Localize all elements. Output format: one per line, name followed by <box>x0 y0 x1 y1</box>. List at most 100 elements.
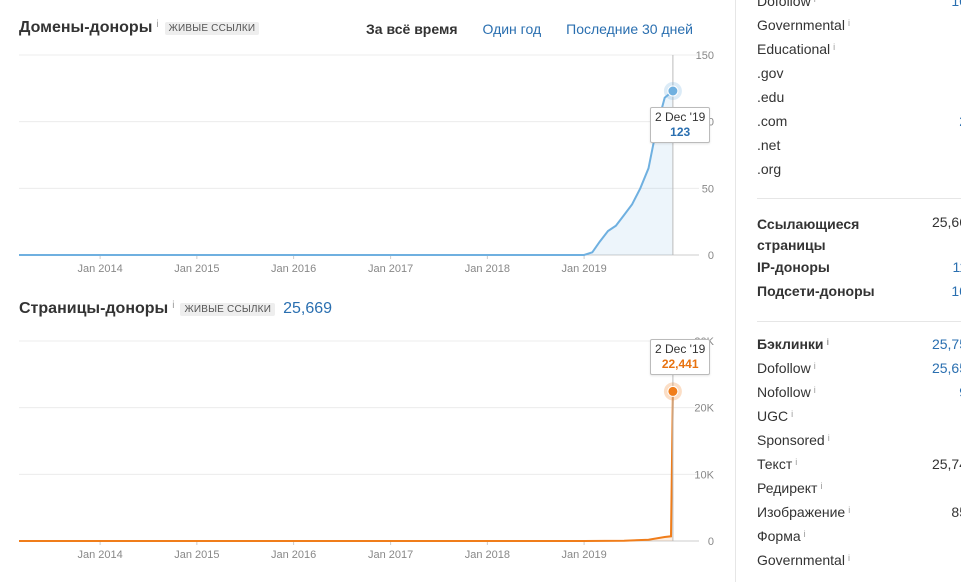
section-divider <box>757 321 961 322</box>
metric-value[interactable]: 2 <box>959 113 961 129</box>
metric-value: 85 <box>951 504 961 520</box>
y-tick-label: 0 <box>708 536 714 548</box>
info-icon[interactable]: i <box>795 457 798 467</box>
metric-row: UGC i <box>757 408 961 430</box>
referring-pages-tooltip: 2 Dec '19 22,441 <box>650 339 711 375</box>
metric-label: .com <box>757 113 788 129</box>
tab-one-year[interactable]: Один год <box>482 21 542 37</box>
info-icon[interactable]: i <box>826 337 830 347</box>
info-icon[interactable]: i <box>813 385 816 395</box>
metric-row: Educational i <box>757 41 961 63</box>
info-icon[interactable]: i <box>833 42 836 52</box>
metric-label: IP-доноры <box>757 259 830 275</box>
x-tick-label: Jan 2017 <box>368 263 413 275</box>
highlight-point[interactable] <box>667 85 679 97</box>
metric-value[interactable]: 11 <box>952 259 961 275</box>
referring-pages-title: Страницы-доноры <box>19 300 169 317</box>
x-tick-label: Jan 2019 <box>561 549 606 561</box>
x-tick-label: Jan 2014 <box>77 263 122 275</box>
metric-row-ip: IP-доноры 11 <box>757 259 961 281</box>
metric-label: Dofollow <box>757 360 811 376</box>
tooltip-value: 22,441 <box>661 357 699 371</box>
info-icon[interactable]: i <box>172 299 175 311</box>
x-tick-label: Jan 2015 <box>174 549 219 561</box>
tooltip-date: 2 Dec '19 <box>655 342 706 356</box>
metric-value[interactable]: 25,75 <box>931 336 961 352</box>
metric-row: .com 2 <box>757 113 961 135</box>
x-tick-label: Jan 2017 <box>368 549 413 561</box>
y-tick-label: 20K <box>694 403 714 415</box>
info-icon[interactable]: i <box>803 529 806 539</box>
live-links-badge: ЖИВЫЕ ССЫЛКИ <box>180 302 276 316</box>
info-icon[interactable]: i <box>848 505 851 515</box>
metric-label: .net <box>757 137 781 153</box>
metric-row: Governmental i <box>757 552 961 574</box>
tab-last-30-days[interactable]: Последние 30 дней <box>566 21 693 37</box>
series-area <box>19 91 673 255</box>
info-icon[interactable]: i <box>814 0 816 4</box>
section-divider <box>757 198 961 199</box>
x-tick-label: Jan 2014 <box>77 549 122 561</box>
metric-label: Sponsored <box>757 432 825 448</box>
metric-label: Dofollow <box>757 0 811 9</box>
referring-domains-title: Домены-доноры <box>19 19 153 36</box>
metric-value[interactable]: 10 <box>951 0 961 9</box>
info-icon[interactable]: i <box>847 553 850 563</box>
metric-row-referring-pages: Ссылающиеся страницы 25,66 <box>757 214 961 258</box>
metric-row-subnets: Подсети-доноры 10 <box>757 283 961 305</box>
metric-value[interactable]: 10 <box>951 283 961 299</box>
y-tick-label: 150 <box>696 50 714 62</box>
referring-domains-header: Домены-доноры i ЖИВЫЕ ССЫЛКИ <box>19 18 260 37</box>
referring-pages-header: Страницы-доноры i ЖИВЫЕ ССЫЛКИ 25,669 <box>19 300 332 318</box>
referring-pages-count[interactable]: 25,669 <box>283 300 333 317</box>
metric-label: .org <box>757 161 782 177</box>
live-links-badge: ЖИВЫЕ ССЫЛКИ <box>164 21 260 35</box>
info-icon[interactable]: i <box>827 433 830 443</box>
metric-row: Редирект i <box>757 480 961 502</box>
x-tick-label: Jan 2015 <box>174 263 219 275</box>
metric-value[interactable]: 9 <box>959 384 961 400</box>
x-tick-label: Jan 2018 <box>465 549 510 561</box>
metric-label: Редирект <box>757 480 818 496</box>
metric-label: Governmental <box>757 17 845 33</box>
charts-panel: Домены-доноры i ЖИВЫЕ ССЫЛКИ За всё врем… <box>19 18 719 569</box>
metric-label: Governmental <box>757 552 845 568</box>
metric-label: Nofollow <box>757 384 811 400</box>
tab-all-time[interactable]: За всё время <box>366 21 458 37</box>
x-tick-label: Jan 2019 <box>561 263 606 275</box>
metric-label: Текст <box>757 456 793 472</box>
x-tick-label: Jan 2016 <box>271 263 316 275</box>
info-icon[interactable]: i <box>156 18 159 30</box>
referring-domains-tooltip: 2 Dec '19 123 <box>650 107 711 143</box>
metric-label: Подсети-доноры <box>757 283 875 299</box>
metric-value[interactable]: 25,65 <box>931 360 961 376</box>
tooltip-date: 2 Dec '19 <box>655 110 706 124</box>
metric-row: .org <box>757 161 961 183</box>
series-area <box>19 391 673 541</box>
metric-value: 25,74 <box>931 456 961 472</box>
metric-row: Governmental i <box>757 17 961 39</box>
metric-row: Sponsored i <box>757 432 961 454</box>
info-icon[interactable]: i <box>791 409 794 419</box>
info-icon[interactable]: i <box>820 481 823 491</box>
metric-label: Форма <box>757 528 801 544</box>
metric-row: .edu <box>757 89 961 111</box>
metric-label: Бэклинки <box>757 336 824 352</box>
metric-label: UGC <box>757 408 789 424</box>
info-icon[interactable]: i <box>847 18 850 28</box>
metric-label: Изображение <box>757 504 846 520</box>
series-line <box>19 90 674 256</box>
metric-row: .net <box>757 137 961 159</box>
highlight-point[interactable] <box>667 385 679 397</box>
metric-label: Ссылающиеся <box>757 216 860 232</box>
info-icon[interactable]: i <box>813 361 816 371</box>
